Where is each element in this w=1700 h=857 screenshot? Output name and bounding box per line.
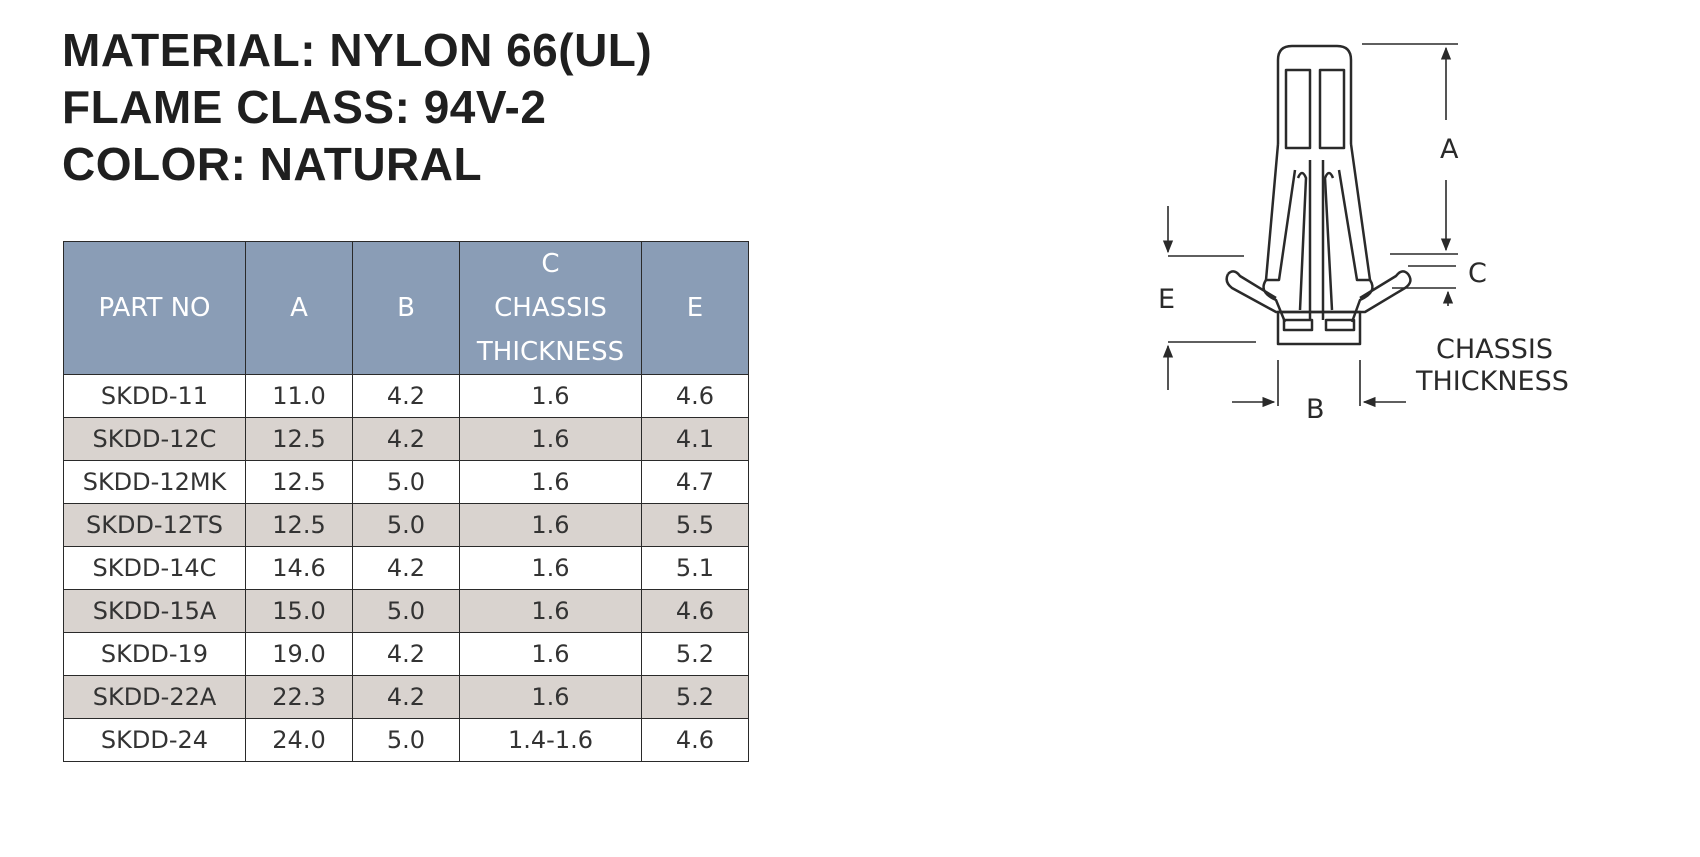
cell-c: 1.4-1.6 [459, 718, 642, 762]
header-part-no: PART NO [63, 241, 246, 375]
cell-e: 4.1 [641, 417, 749, 461]
cell-part-no: SKDD-22A [63, 675, 246, 719]
cell-a: 12.5 [245, 417, 353, 461]
cell-part-no: SKDD-12TS [63, 503, 246, 547]
cell-e: 5.5 [641, 503, 749, 547]
dim-label-b: B [1306, 394, 1325, 425]
header-a: A [245, 241, 353, 375]
cell-a: 15.0 [245, 589, 353, 633]
cell-c: 1.6 [459, 460, 642, 504]
cell-part-no: SKDD-19 [63, 632, 246, 676]
table-row: SKDD-14C 14.6 4.2 1.6 5.1 [63, 546, 749, 590]
table-row: SKDD-12MK 12.5 5.0 1.6 4.7 [63, 460, 749, 504]
dim-label-thickness: THICKNESS [1415, 366, 1569, 397]
cell-part-no: SKDD-12C [63, 417, 246, 461]
part-dimensions-table: PART NO A B C CHASSIS THICKNESS E SKDD-1… [63, 241, 749, 762]
table-header-row: PART NO A B C CHASSIS THICKNESS E [63, 241, 749, 375]
cell-c: 1.6 [459, 675, 642, 719]
material-line: MATERIAL: NYLON 66(UL) [62, 24, 653, 76]
header-e: E [641, 241, 749, 375]
cell-b: 4.2 [352, 417, 460, 461]
cell-c: 1.6 [459, 503, 642, 547]
cell-a: 12.5 [245, 460, 353, 504]
cell-b: 4.2 [352, 374, 460, 418]
cell-c: 1.6 [459, 417, 642, 461]
cell-b: 5.0 [352, 589, 460, 633]
cell-e: 5.2 [641, 632, 749, 676]
cell-b: 5.0 [352, 460, 460, 504]
cell-e: 4.6 [641, 718, 749, 762]
table-row: SKDD-12C 12.5 4.2 1.6 4.1 [63, 417, 749, 461]
table-row: SKDD-19 19.0 4.2 1.6 5.2 [63, 632, 749, 676]
cell-c: 1.6 [459, 374, 642, 418]
cell-a: 19.0 [245, 632, 353, 676]
cell-part-no: SKDD-24 [63, 718, 246, 762]
cell-e: 4.6 [641, 589, 749, 633]
cell-e: 4.6 [641, 374, 749, 418]
cell-a: 22.3 [245, 675, 353, 719]
dim-label-a: A [1440, 134, 1459, 165]
dim-label-e: E [1158, 284, 1175, 315]
clip-outline [1225, 44, 1412, 346]
table-row: SKDD-15A 15.0 5.0 1.6 4.6 [63, 589, 749, 633]
header-b: B [352, 241, 460, 375]
cell-b: 4.2 [352, 675, 460, 719]
cell-part-no: SKDD-15A [63, 589, 246, 633]
cell-c: 1.6 [459, 589, 642, 633]
dimension-lines [1162, 43, 1458, 408]
cell-b: 4.2 [352, 632, 460, 676]
cell-e: 5.1 [641, 546, 749, 590]
cell-e: 4.7 [641, 460, 749, 504]
cell-part-no: SKDD-14C [63, 546, 246, 590]
header-c-chassis-thickness: C CHASSIS THICKNESS [459, 241, 642, 375]
cell-b: 5.0 [352, 718, 460, 762]
cell-part-no: SKDD-11 [63, 374, 246, 418]
material-specs: MATERIAL: NYLON 66(UL) FLAME CLASS: 94V-… [62, 22, 652, 193]
cell-c: 1.6 [459, 632, 642, 676]
cell-a: 11.0 [245, 374, 353, 418]
cell-c: 1.6 [459, 546, 642, 590]
cell-part-no: SKDD-12MK [63, 460, 246, 504]
cell-a: 14.6 [245, 546, 353, 590]
header-c-letter: C [541, 249, 560, 279]
flame-class-line: FLAME CLASS: 94V-2 [62, 81, 547, 133]
dim-label-c: C [1468, 258, 1487, 289]
table-row: SKDD-12TS 12.5 5.0 1.6 5.5 [63, 503, 749, 547]
table-row: SKDD-22A 22.3 4.2 1.6 5.2 [63, 675, 749, 719]
cell-a: 24.0 [245, 718, 353, 762]
header-c-thickness: THICKNESS [476, 337, 625, 367]
cell-a: 12.5 [245, 503, 353, 547]
cell-e: 5.2 [641, 675, 749, 719]
header-c-chassis: CHASSIS [494, 293, 607, 323]
support-clip-diagram: A C E B CHASSIS THICKNESS [1158, 43, 1569, 425]
table-row: SKDD-24 24.0 5.0 1.4-1.6 4.6 [63, 718, 749, 762]
table-row: SKDD-11 11.0 4.2 1.6 4.6 [63, 374, 749, 418]
dim-label-chassis: CHASSIS [1436, 334, 1553, 365]
cell-b: 5.0 [352, 503, 460, 547]
cell-b: 4.2 [352, 546, 460, 590]
color-line: COLOR: NATURAL [62, 138, 483, 190]
